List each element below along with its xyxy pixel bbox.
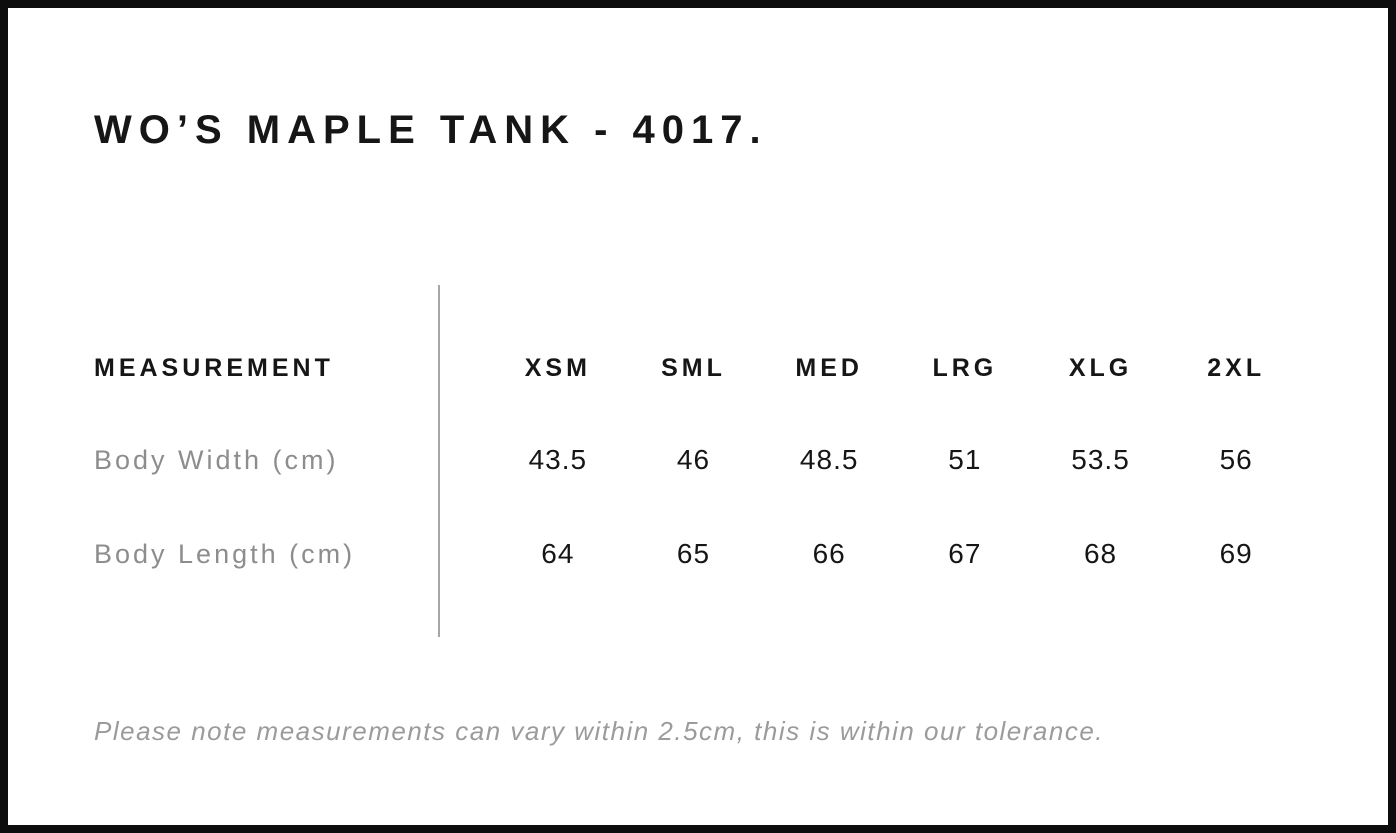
- tolerance-note: Please note measurements can vary within…: [94, 716, 1105, 746]
- cell-body-length-sml: 65: [676, 538, 711, 569]
- cell-body-length-lrg: 67: [948, 538, 982, 569]
- cell-body-length-2xl: 69: [1219, 538, 1253, 569]
- column-header-measurement: MEASUREMENT: [94, 353, 334, 382]
- cell-body-width-2xl: 56: [1219, 444, 1253, 475]
- body-width-values: 43.5 46 48.5 51 53.5 56: [490, 444, 1304, 476]
- table-column-divider: [438, 285, 440, 637]
- column-header-2xl: 2XL: [1207, 353, 1266, 382]
- cell-body-length-xsm: 64: [541, 538, 575, 569]
- table-row-body-width: Body Width (cm) 43.5 46 48.5 51 53.5 56: [94, 432, 1304, 488]
- cell-body-width-lrg: 51: [948, 444, 982, 475]
- cell-body-width-sml: 46: [676, 444, 711, 475]
- cell-body-width-xsm: 43.5: [528, 444, 588, 475]
- table-row-body-length: Body Length (cm) 64 65 66 67 68 69: [94, 526, 1304, 582]
- cell-body-length-med: 66: [812, 538, 846, 569]
- column-header-med: MED: [795, 353, 863, 382]
- cell-body-width-med: 48.5: [799, 444, 859, 475]
- cell-body-width-xlg: 53.5: [1071, 444, 1130, 475]
- row-label-body-length: Body Length (cm): [94, 538, 356, 569]
- table-header-row: MEASUREMENT XSM SML MED LRG XLG 2XL: [94, 340, 1304, 396]
- page-title: WO’S MAPLE TANK - 4017.: [94, 108, 768, 152]
- size-header-columns: XSM SML MED LRG XLG 2XL: [490, 354, 1304, 383]
- column-header-xsm: XSM: [524, 353, 591, 382]
- row-label-body-width: Body Width (cm): [94, 444, 339, 475]
- column-header-xlg: XLG: [1068, 353, 1133, 382]
- column-header-lrg: LRG: [932, 353, 998, 382]
- column-header-sml: SML: [661, 353, 726, 382]
- cell-body-length-xlg: 68: [1083, 538, 1118, 569]
- body-length-values: 64 65 66 67 68 69: [490, 538, 1304, 570]
